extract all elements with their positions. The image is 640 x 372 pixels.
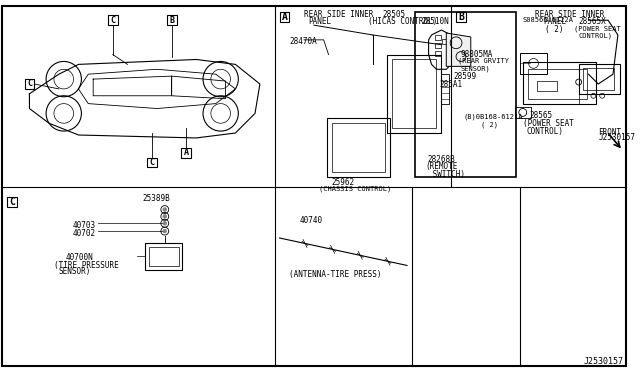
Text: (REMOTE: (REMOTE <box>426 163 458 171</box>
Bar <box>387 55 442 133</box>
Bar <box>538 81 557 91</box>
Text: (B)0B168-6121A: (B)0B168-6121A <box>464 113 524 120</box>
Text: (POWER SEAT: (POWER SEAT <box>523 119 573 128</box>
Text: (TIRE PRESSURE: (TIRE PRESSURE <box>54 260 118 270</box>
Text: 40740: 40740 <box>299 217 323 225</box>
Text: 28565: 28565 <box>530 112 553 121</box>
Bar <box>520 52 547 74</box>
Text: 28510N: 28510N <box>422 17 449 26</box>
Text: PANEL: PANEL <box>308 17 331 26</box>
Bar <box>24 79 35 89</box>
Text: CONTROL): CONTROL) <box>527 127 564 136</box>
Circle shape <box>163 221 167 225</box>
Text: 25962: 25962 <box>332 178 355 187</box>
Text: B: B <box>169 16 174 25</box>
Bar <box>147 158 157 167</box>
Text: (HICAS CONTROL): (HICAS CONTROL) <box>368 17 437 26</box>
Text: S08566-6122A: S08566-6122A <box>523 17 573 23</box>
Bar <box>332 123 385 172</box>
Bar <box>579 64 620 94</box>
Text: PANEL: PANEL <box>543 17 566 26</box>
Circle shape <box>163 214 167 218</box>
Text: A: A <box>184 148 189 157</box>
Text: (ANTENNA-TIRE PRESS): (ANTENNA-TIRE PRESS) <box>289 270 382 279</box>
Text: FRONT: FRONT <box>598 128 621 137</box>
Text: 25389B: 25389B <box>142 194 170 203</box>
Text: J2530157: J2530157 <box>598 133 636 142</box>
Bar <box>182 148 191 158</box>
Text: REAR SIDE INNER: REAR SIDE INNER <box>304 10 373 19</box>
Text: 40703: 40703 <box>73 221 96 230</box>
Bar <box>442 39 448 44</box>
Bar <box>435 51 442 55</box>
Text: SWITCH): SWITCH) <box>428 170 465 179</box>
Bar <box>415 12 516 177</box>
Bar <box>167 15 177 25</box>
Text: 285A1: 285A1 <box>440 80 463 89</box>
Text: 28470A: 28470A <box>289 37 317 46</box>
Polygon shape <box>429 30 451 69</box>
Bar <box>527 69 586 99</box>
Text: J2530157: J2530157 <box>584 357 623 366</box>
Bar <box>435 43 442 48</box>
Text: A: A <box>282 12 287 22</box>
Text: C: C <box>9 197 15 207</box>
Text: (POWER SEAT: (POWER SEAT <box>573 25 621 32</box>
Bar <box>435 35 442 40</box>
Text: C: C <box>150 158 154 167</box>
Text: C: C <box>27 80 32 89</box>
Bar <box>326 118 390 177</box>
Bar <box>392 60 436 128</box>
Text: SENSOR): SENSOR) <box>461 65 491 72</box>
Bar <box>456 12 466 22</box>
Circle shape <box>163 208 167 212</box>
Text: SENSOR): SENSOR) <box>59 267 92 276</box>
Bar <box>582 68 614 90</box>
Bar <box>108 15 118 25</box>
Bar <box>515 106 531 118</box>
Text: 40702: 40702 <box>73 229 96 238</box>
Bar <box>523 62 596 104</box>
Bar <box>7 197 17 206</box>
Text: 28599: 28599 <box>453 72 476 81</box>
Text: 98805MA: 98805MA <box>461 50 493 59</box>
Text: 28505: 28505 <box>383 10 406 19</box>
Circle shape <box>163 229 167 233</box>
Text: B: B <box>458 12 464 22</box>
Text: (CHASSIS CONTROL): (CHASSIS CONTROL) <box>319 185 391 192</box>
Polygon shape <box>446 33 471 66</box>
Text: CONTROL): CONTROL) <box>579 33 612 39</box>
Bar <box>145 243 182 270</box>
Text: 28268B: 28268B <box>428 155 456 164</box>
Text: ( 2): ( 2) <box>545 25 564 34</box>
Text: 28565X: 28565X <box>579 17 607 26</box>
Text: (REAR GRVITY: (REAR GRVITY <box>458 58 509 64</box>
Bar <box>442 74 449 104</box>
Text: ( 2): ( 2) <box>481 121 497 128</box>
Bar <box>149 247 179 266</box>
Text: C: C <box>110 16 115 25</box>
Text: REAR SIDE INNER: REAR SIDE INNER <box>534 10 604 19</box>
Text: 40700N: 40700N <box>65 253 93 262</box>
Bar <box>280 12 289 22</box>
